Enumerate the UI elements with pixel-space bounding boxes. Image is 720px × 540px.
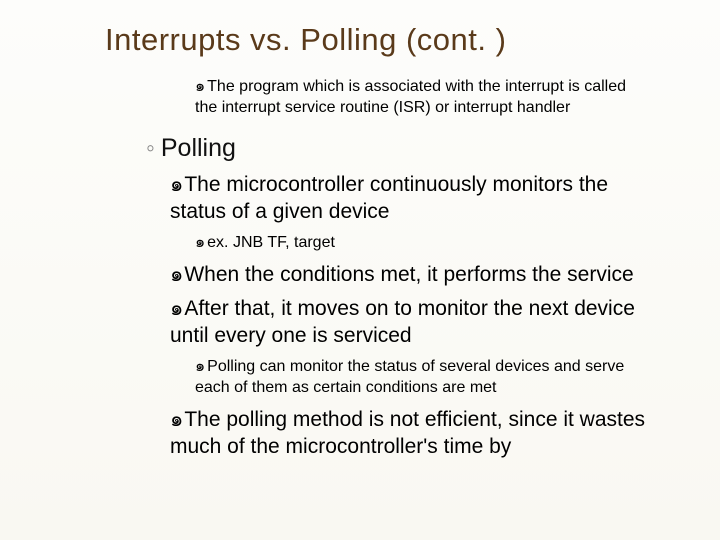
slide-content: ๑The program which is associated with th… <box>40 76 680 461</box>
polling-example-bullet: ๑ex. JNB TF, target <box>195 232 660 253</box>
polling-several-devices-bullet: ๑Polling can monitor the status of sever… <box>195 356 660 398</box>
polling-conditions-bullet: ๑When the conditions met, it performs th… <box>170 261 660 289</box>
polling-inefficient-bullet: ๑The polling method is not efficient, si… <box>170 406 660 461</box>
polling-next-device-text: After that, it moves on to monitor the n… <box>170 297 635 347</box>
polling-inefficient-text: The polling method is not efficient, sin… <box>170 408 645 458</box>
slide-title: Interrupts vs. Polling (cont. ) <box>105 22 680 58</box>
bullet-glyph-icon: ๑ <box>170 262 183 286</box>
bullet-glyph-icon: ๑ <box>195 78 205 95</box>
polling-header-text: Polling <box>161 134 236 162</box>
slide: Interrupts vs. Polling (cont. ) ๑The pro… <box>0 0 720 540</box>
bullet-glyph-icon: ๑ <box>170 172 183 196</box>
polling-several-devices-text: Polling can monitor the status of severa… <box>195 358 624 396</box>
bullet-glyph-icon: ๑ <box>195 234 205 251</box>
isr-note-text: The program which is associated with the… <box>195 78 626 116</box>
polling-conditions-text: When the conditions met, it performs the… <box>184 263 633 286</box>
polling-example-text: ex. JNB TF, target <box>207 234 335 251</box>
polling-monitors-text: The microcontroller continuously monitor… <box>170 173 608 223</box>
bullet-glyph-icon: ๑ <box>170 407 183 431</box>
polling-marker-icon: ◦ <box>146 134 155 162</box>
bullet-glyph-icon: ๑ <box>195 358 205 375</box>
polling-next-device-bullet: ๑After that, it moves on to monitor the … <box>170 295 660 350</box>
bullet-glyph-icon: ๑ <box>170 296 183 320</box>
polling-header: ◦Polling <box>146 134 660 163</box>
polling-monitors-bullet: ๑The microcontroller continuously monito… <box>170 171 660 226</box>
isr-note-bullet: ๑The program which is associated with th… <box>195 76 660 118</box>
